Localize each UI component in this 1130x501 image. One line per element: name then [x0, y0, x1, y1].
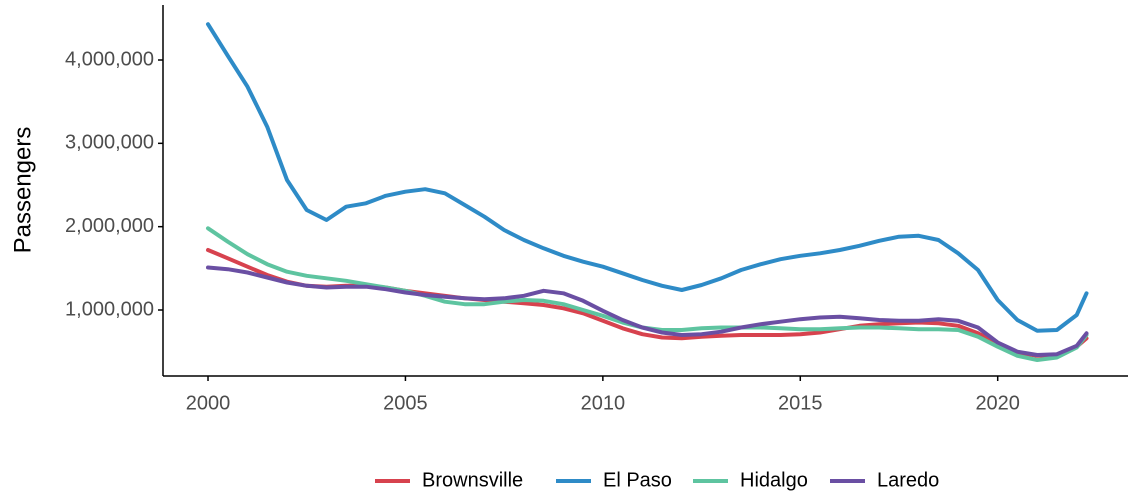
- legend-label: Hidalgo: [740, 469, 808, 491]
- y-tick-label: 1,000,000: [65, 298, 154, 320]
- x-tick-label: 2020: [975, 392, 1020, 414]
- y-tick-label: 4,000,000: [65, 48, 154, 70]
- line: [206, 248, 1089, 358]
- x-tick-label: 2000: [186, 392, 231, 414]
- line: [206, 265, 1089, 357]
- x-tick-label: 2010: [581, 392, 626, 414]
- y-axis-title: Passengers: [9, 127, 36, 254]
- legend-label: Brownsville: [422, 469, 523, 491]
- x-tick-label: 2015: [778, 392, 823, 414]
- y-tick-label: 2,000,000: [65, 215, 154, 237]
- line: [206, 22, 1089, 333]
- line: [206, 226, 1089, 362]
- legend-label: Laredo: [877, 469, 939, 491]
- legend-label: El Paso: [603, 469, 672, 491]
- y-tick-label: 3,000,000: [65, 132, 154, 154]
- x-tick-label: 2005: [383, 392, 428, 414]
